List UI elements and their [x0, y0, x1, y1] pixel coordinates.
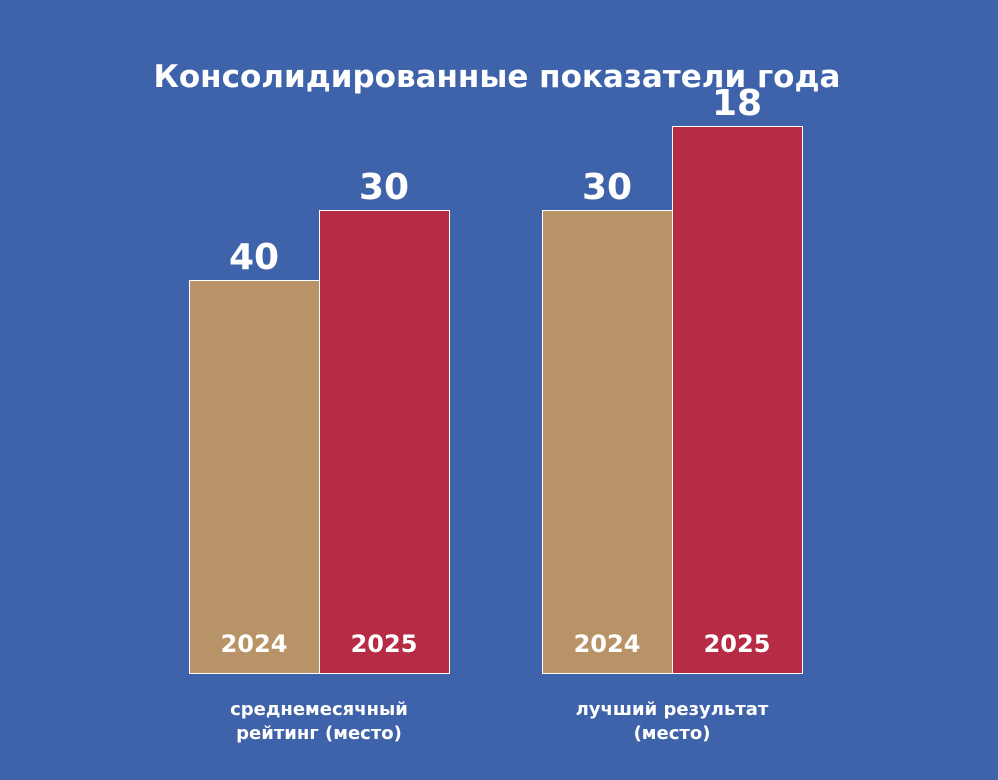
value-label-2-2025: 18: [712, 83, 762, 124]
chart-title: Консолидированные показатели года: [154, 59, 841, 95]
plot-area: 40 2024 30 2025 среднемесячный рейтинг (место…: [189, 83, 803, 744]
group-label-2-line-1: лучший результат: [576, 699, 769, 720]
value-label-1-2024: 40: [229, 237, 279, 278]
group-label-2-line-2: (место): [634, 723, 711, 744]
group-label-1-line-2: рейтинг (место): [236, 723, 402, 744]
group-label-1-line-1: среднемесячный: [230, 699, 408, 720]
value-label-2-2024: 30: [582, 167, 632, 208]
year-label-1-2024: 2024: [221, 630, 288, 658]
bar-2-2024: [542, 210, 673, 674]
value-label-1-2025: 30: [359, 167, 409, 208]
year-label-2-2025: 2025: [704, 630, 771, 658]
bar-1-2025: [319, 210, 450, 674]
year-label-2-2024: 2024: [574, 630, 641, 658]
year-label-1-2025: 2025: [351, 630, 418, 658]
bar-2-2025: [672, 126, 803, 674]
bar-1-2024: [189, 280, 320, 674]
